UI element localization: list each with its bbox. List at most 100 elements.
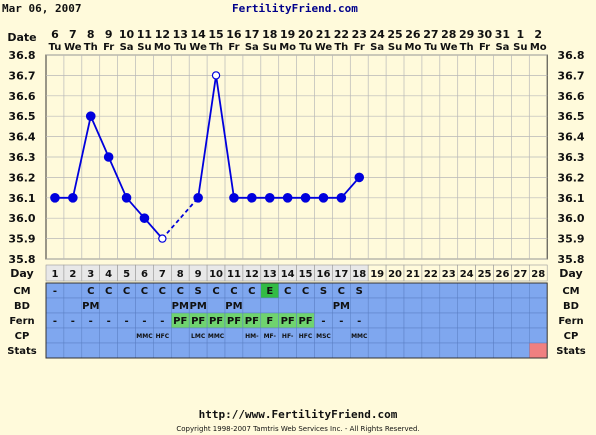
stats-cell <box>242 342 262 359</box>
y-tick-label-right: 36.0 <box>557 212 584 225</box>
stats-cell <box>188 342 208 359</box>
date-tick-label: 19 <box>280 28 295 41</box>
fern-cell <box>367 312 387 329</box>
site-title: FertilityFriend.com <box>232 2 358 15</box>
stats-cell <box>529 342 548 359</box>
stats-cell <box>278 342 297 359</box>
cp-value: LMC <box>191 333 206 340</box>
cm-value: C <box>302 286 309 297</box>
stats-cell <box>385 342 405 359</box>
cm-cell <box>457 282 476 299</box>
cp-cell <box>475 327 494 344</box>
cp-cell <box>421 327 441 344</box>
cm-value: C <box>105 286 112 297</box>
fern-cell <box>439 312 458 329</box>
date-tick-label: 20 <box>298 28 314 41</box>
temperature-point <box>229 193 239 203</box>
fern-value: - <box>89 316 93 327</box>
weekday-label: Tu <box>174 42 187 53</box>
y-tick-label-left: 36.5 <box>8 110 35 123</box>
date-tick-label: 28 <box>441 28 456 41</box>
weekday-label: Su <box>388 42 402 53</box>
cp-cell <box>99 327 118 344</box>
temperature-point <box>193 193 203 203</box>
day-number: 7 <box>159 269 166 280</box>
temperature-point-open <box>158 234 167 243</box>
day-number: 6 <box>141 269 148 280</box>
fern-cell <box>511 312 530 329</box>
day-row-label-right: Day <box>559 267 582 280</box>
temperature-point <box>354 172 365 183</box>
fern-value: - <box>142 316 146 327</box>
bd-cell <box>475 297 494 314</box>
day-number: 19 <box>370 269 384 280</box>
day-cell <box>528 264 548 282</box>
bd-cell <box>457 297 476 314</box>
cp-cell <box>511 327 530 344</box>
cp-cell <box>171 327 190 344</box>
observation-grid-frame <box>45 282 548 359</box>
cm-value: C <box>87 286 94 297</box>
weekday-label: Th <box>334 42 348 53</box>
fern-cell <box>385 312 405 329</box>
cm-value: C <box>177 286 184 297</box>
temperature-segment <box>89 115 110 158</box>
y-tick-label-left: 36.4 <box>8 131 35 144</box>
day-number: 26 <box>495 269 509 280</box>
cm-value: C <box>159 286 166 297</box>
cp-row-label: CP <box>15 331 30 342</box>
y-tick-label-left: 36.1 <box>8 192 35 205</box>
fern-value: PF <box>281 316 295 327</box>
date-tick-label: 25 <box>387 28 402 41</box>
cp-value: MF- <box>264 333 277 340</box>
footer-url[interactable]: http://www.FertilityFriend.com <box>198 408 398 421</box>
stats-cell <box>81 342 100 359</box>
stats-cell <box>260 342 279 359</box>
temperature-point <box>68 193 78 203</box>
cm-cell <box>403 282 423 299</box>
bd-cell <box>529 297 548 314</box>
stats-cell <box>367 342 387 359</box>
date-tick-label: 6 <box>51 28 59 41</box>
date-row-label: Date <box>7 31 36 44</box>
cm-value: - <box>53 286 57 297</box>
cm-row-label: CM <box>13 286 30 297</box>
day-number: 22 <box>424 269 438 280</box>
fern-value: PF <box>298 316 312 327</box>
temperature-point <box>300 193 311 203</box>
cm-cell <box>529 282 548 299</box>
day-number: 5 <box>123 269 130 280</box>
date-tick-label: 29 <box>459 28 474 41</box>
y-tick-label-right: 36.4 <box>557 131 584 144</box>
stats-cell <box>475 342 494 359</box>
cm-value: S <box>195 286 202 297</box>
day-number: 24 <box>460 269 474 280</box>
bd-value: PM <box>172 301 189 312</box>
fern-cell <box>403 312 423 329</box>
cm-value: C <box>338 286 345 297</box>
cp-value: HFC <box>299 333 313 340</box>
bd-cell <box>385 297 405 314</box>
date-tick-label: 18 <box>262 28 277 41</box>
y-tick-label-left: 36.8 <box>8 49 35 62</box>
fern-value: - <box>321 316 325 327</box>
date-tick-label: 16 <box>226 28 242 41</box>
fern-cell <box>529 312 548 329</box>
chart-date: Mar 06, 2007 <box>2 2 82 15</box>
cm-cell <box>475 282 494 299</box>
fern-row-label: Fern <box>9 316 34 327</box>
stats-cell <box>206 342 226 359</box>
stats-cell <box>332 342 351 359</box>
cp-value: HF- <box>282 333 294 340</box>
weekday-label: We <box>440 42 458 53</box>
day-number: 11 <box>227 269 241 280</box>
day-number: 21 <box>406 269 420 280</box>
y-tick-label-left: 36.7 <box>8 69 35 82</box>
stats-cell <box>63 342 83 359</box>
day-number: 17 <box>334 269 348 280</box>
date-tick-label: 7 <box>69 28 77 41</box>
day-number: 8 <box>177 269 184 280</box>
bd-cell <box>314 297 333 314</box>
day-number: 23 <box>442 269 456 280</box>
stats-cell <box>511 342 530 359</box>
